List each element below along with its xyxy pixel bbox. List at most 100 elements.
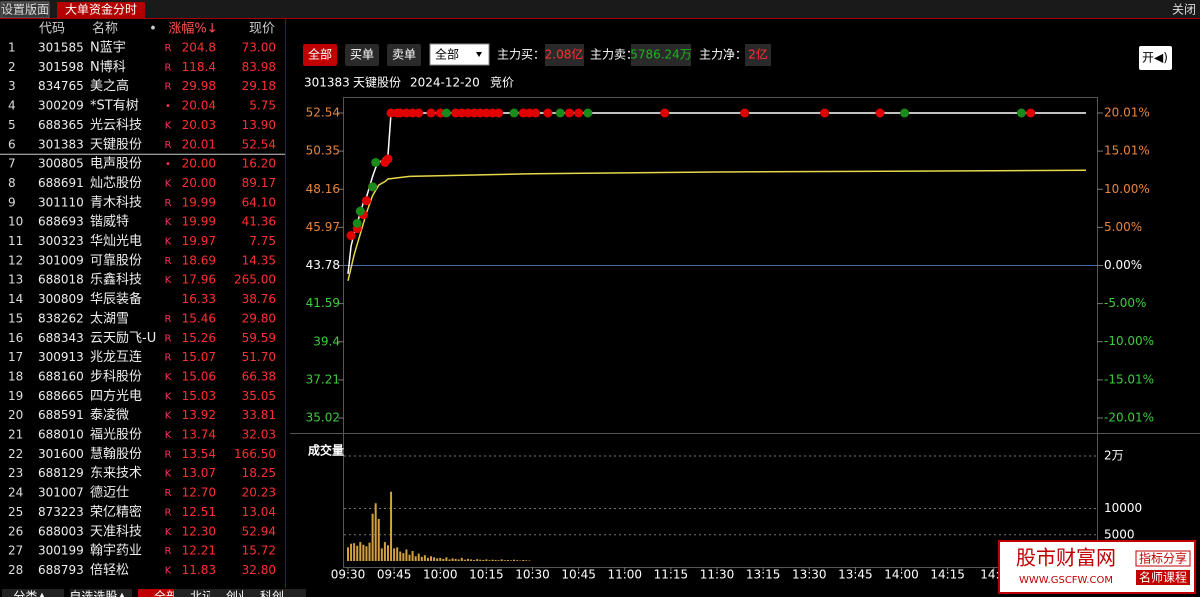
stock-code[interactable]: 838262 — [38, 311, 84, 325]
stock-name[interactable]: 乐鑫科技 — [90, 272, 142, 288]
tab-label[interactable]: 大单资金分时 — [65, 2, 137, 17]
stock-name[interactable]: 青木科技 — [90, 195, 142, 210]
row-index: 2 — [8, 60, 16, 74]
filter-button[interactable] — [303, 44, 337, 66]
y2-tick-label: -5.00% — [1104, 296, 1146, 310]
stock-code[interactable]: 688129 — [38, 466, 84, 480]
volume-tick-label: 2万 — [1104, 449, 1124, 463]
stock-name[interactable]: 慧翰股份 — [90, 446, 142, 462]
select[interactable] — [429, 43, 490, 66]
stock-name[interactable]: *ST有树 — [90, 99, 139, 114]
bottom-tab-label[interactable]: 科创 — [260, 590, 284, 597]
stock-code[interactable]: 688160 — [38, 369, 84, 383]
stock-name[interactable]: 步科股份 — [90, 369, 142, 384]
stock-name[interactable]: 天键股份 — [90, 137, 142, 152]
filter-button[interactable] — [345, 44, 379, 66]
stock-code[interactable]: 300323 — [38, 234, 84, 248]
volume-bar — [525, 560, 528, 561]
stock-name[interactable]: 光云科技 — [90, 118, 142, 133]
filter-label[interactable]: 买单 — [350, 48, 374, 62]
stock-code[interactable]: 688665 — [38, 389, 84, 403]
price: 38.76 — [242, 292, 276, 306]
stock-code[interactable]: 301585 — [38, 41, 84, 55]
stock-code[interactable]: 300199 — [38, 544, 84, 558]
stock-name[interactable]: 华灿光电 — [90, 234, 142, 249]
stock-name[interactable]: 灿芯股份 — [90, 176, 142, 191]
close-button[interactable]: 关闭 — [1172, 3, 1196, 17]
stock-name[interactable]: 兆龙互连 — [90, 349, 142, 365]
stock-code[interactable]: 688793 — [38, 563, 84, 577]
bottom-tab[interactable] — [174, 589, 236, 597]
stock-name[interactable]: 德迈仕 — [90, 486, 129, 501]
stock-code[interactable]: 688693 — [38, 215, 84, 229]
filter-label[interactable]: 卖单 — [392, 48, 416, 62]
stock-name[interactable]: 华辰装备 — [90, 291, 142, 307]
stock-name[interactable]: 四方光电 — [90, 388, 142, 404]
column-header[interactable]: 名称 — [92, 21, 118, 37]
stock-name[interactable]: 荣亿精密 — [90, 504, 142, 520]
filter-button[interactable] — [387, 44, 421, 66]
stock-code[interactable]: 301007 — [38, 486, 84, 500]
toggle[interactable] — [1139, 46, 1172, 70]
bottom-tab[interactable] — [138, 589, 200, 597]
stock-code[interactable]: 688691 — [38, 176, 84, 190]
stock-name[interactable]: 太湖雪 — [90, 311, 129, 326]
tab-label[interactable]: 设置版面 — [1, 3, 49, 17]
stock-code[interactable]: 688591 — [38, 408, 84, 422]
stock-code[interactable]: 301009 — [38, 253, 84, 267]
stock-code[interactable]: 873223 — [38, 505, 84, 519]
stock-name[interactable]: 翰宇药业 — [90, 544, 142, 559]
stock-name[interactable]: N蓝宇 — [90, 41, 126, 56]
column-header[interactable]: 涨幅%↓ — [168, 22, 217, 37]
column-header[interactable]: 代码 — [39, 22, 65, 37]
stock-code[interactable]: 688010 — [38, 428, 84, 442]
stock-code[interactable]: 688018 — [38, 273, 84, 287]
stock-name[interactable]: 可靠股份 — [90, 253, 142, 268]
bottom-tab[interactable] — [2, 589, 64, 597]
stock-name[interactable]: 倍轻松 — [90, 563, 129, 578]
stock-code[interactable]: 300913 — [38, 350, 84, 364]
bottom-tab-label[interactable]: 全部 — [154, 589, 178, 597]
stock-code[interactable]: 688003 — [38, 524, 84, 538]
stock-name[interactable]: 天准科技 — [90, 524, 142, 539]
stock-code[interactable]: 301110 — [38, 195, 84, 209]
stock-name: 天键股份 — [353, 76, 401, 90]
bottom-tab-label[interactable]: 分类▲ — [13, 590, 47, 597]
stock-name[interactable]: N博科 — [90, 60, 126, 75]
stock-code[interactable]: 300809 — [38, 292, 84, 306]
price: 52.54 — [242, 137, 276, 151]
stock-code[interactable]: 834765 — [38, 79, 84, 93]
column-header[interactable]: • — [149, 22, 157, 37]
bottom-tab[interactable] — [70, 589, 132, 597]
bottom-tab-label[interactable]: 自选选股▲ — [69, 590, 127, 597]
stock-code[interactable]: 301600 — [38, 447, 84, 461]
toggle-label[interactable]: 开◀) — [1142, 51, 1168, 65]
stock-name[interactable]: 云天励飞-U — [90, 331, 156, 346]
bottom-tab-label[interactable]: 创业 — [226, 590, 250, 597]
stock-code[interactable]: 300805 — [38, 157, 84, 171]
stock-name[interactable]: 福光股份 — [90, 428, 142, 443]
x-tick-label: 10:30 — [515, 568, 550, 582]
volume-bar — [420, 556, 423, 561]
stock-code[interactable]: 688365 — [38, 118, 84, 132]
stock-name[interactable]: 锴威特 — [90, 215, 129, 230]
stock-code[interactable]: 301383 — [38, 137, 84, 151]
bottom-tab-label[interactable]: 北证 — [190, 590, 214, 597]
bottom-tab[interactable] — [210, 589, 272, 597]
change-pct: 12.70 — [182, 486, 216, 500]
price: 32.03 — [242, 428, 276, 442]
column-header[interactable]: 现价 — [249, 22, 275, 37]
stock-name[interactable]: 泰凌微 — [90, 408, 129, 423]
flag: K — [165, 411, 172, 422]
filter-label[interactable]: 全部 — [308, 47, 332, 62]
stock-code[interactable]: 300209 — [38, 99, 84, 113]
bottom-tab[interactable] — [244, 589, 306, 597]
stock-name[interactable]: 电声股份 — [90, 157, 142, 172]
change-pct: 12.21 — [182, 544, 216, 558]
stock-code[interactable]: 301598 — [38, 60, 84, 74]
stock-code[interactable]: 688343 — [38, 331, 84, 345]
stock-name[interactable]: 美之高 — [90, 78, 129, 94]
tab[interactable] — [57, 2, 145, 18]
select-value[interactable]: 全部 — [435, 47, 459, 62]
stock-name[interactable]: 东来技术 — [90, 466, 142, 481]
